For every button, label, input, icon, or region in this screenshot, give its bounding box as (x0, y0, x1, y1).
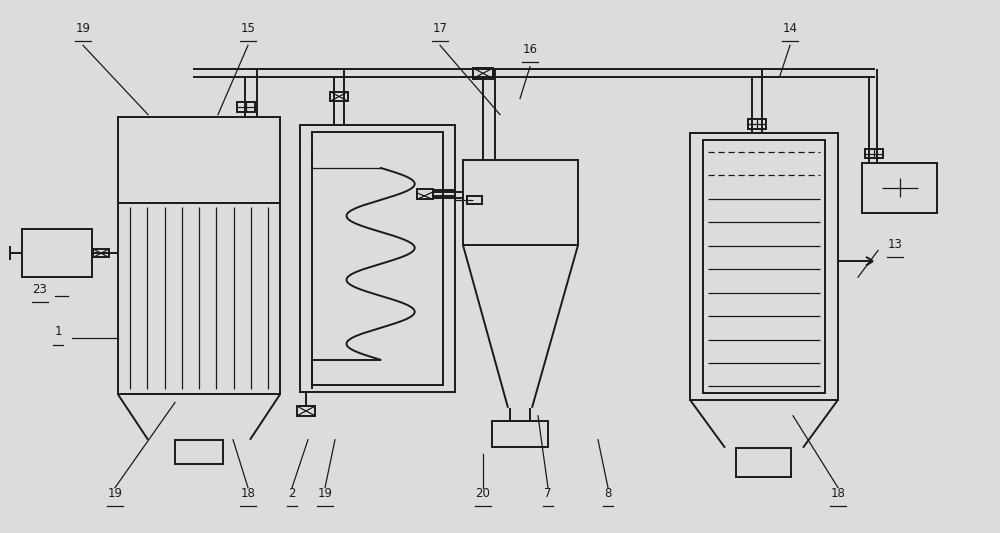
Text: 7: 7 (544, 487, 552, 500)
Bar (690, 133, 838, 400)
Bar (175, 440, 223, 464)
Text: 19: 19 (76, 22, 90, 35)
Bar (473, 68, 493, 78)
Bar (300, 125, 455, 392)
Bar (237, 102, 255, 112)
Bar (492, 421, 548, 447)
Text: 18: 18 (831, 487, 845, 500)
Text: 14: 14 (782, 22, 798, 35)
Bar (417, 189, 433, 199)
Bar (748, 119, 766, 129)
Text: 23: 23 (33, 283, 47, 296)
Bar (865, 149, 883, 158)
Bar (118, 117, 280, 394)
Text: 8: 8 (604, 487, 612, 500)
Text: 15: 15 (241, 22, 255, 35)
Bar (330, 92, 348, 101)
Bar (703, 140, 825, 393)
Bar (312, 132, 443, 385)
Bar (862, 163, 937, 213)
Text: 19: 19 (318, 487, 332, 500)
Bar (736, 448, 791, 477)
Text: 18: 18 (241, 487, 255, 500)
Text: 17: 17 (432, 22, 448, 35)
Text: 2: 2 (288, 487, 296, 500)
Bar (93, 249, 109, 257)
Bar (463, 160, 578, 245)
Bar (467, 196, 482, 204)
Text: 1: 1 (54, 326, 62, 338)
Text: 13: 13 (888, 238, 902, 251)
Bar (22, 229, 92, 277)
Text: 19: 19 (108, 487, 122, 500)
Bar (297, 406, 315, 416)
Text: 16: 16 (522, 43, 538, 56)
Text: 20: 20 (476, 487, 490, 500)
